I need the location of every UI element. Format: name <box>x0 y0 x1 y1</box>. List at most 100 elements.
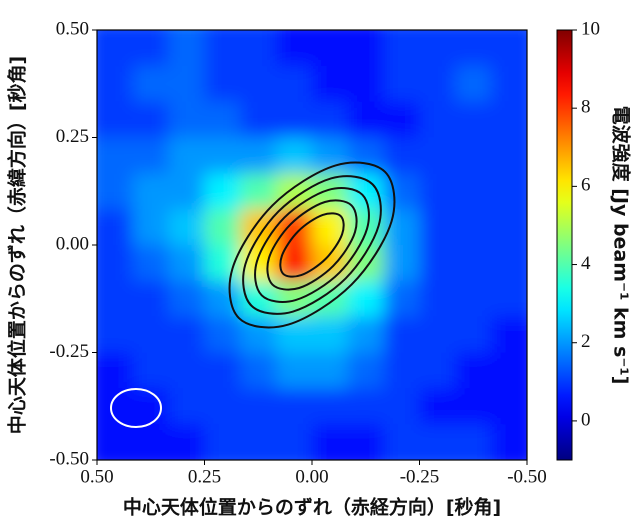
x-tick-label: 0.25 <box>188 466 221 487</box>
heat-cell <box>455 388 492 425</box>
colorbar-tick-label: 10 <box>581 18 600 39</box>
heat-cell <box>276 352 313 389</box>
colorbar-tick-label: 6 <box>581 175 591 196</box>
heat-cell <box>491 245 527 282</box>
heat-cell <box>204 209 241 246</box>
heat-cell <box>312 137 349 174</box>
heat-cell <box>491 280 527 318</box>
heat-cell <box>383 352 421 389</box>
heat-cell <box>491 424 527 460</box>
heat-cell <box>204 245 241 282</box>
x-tick-label: 0.00 <box>295 466 328 487</box>
heat-cell <box>455 280 492 318</box>
heat-cell <box>168 280 206 318</box>
heat-cell <box>383 245 421 282</box>
heat-cell <box>312 30 349 67</box>
heat-cell <box>97 209 134 246</box>
heat-cell <box>347 101 385 139</box>
heat-cell <box>491 137 527 174</box>
heat-cell <box>132 388 170 425</box>
heat-cell <box>491 352 527 389</box>
contour <box>254 187 370 303</box>
heat-cell <box>383 280 421 318</box>
heat-cell <box>312 209 349 246</box>
heat-cell <box>312 388 349 425</box>
contour <box>266 199 358 291</box>
heat-cell <box>383 30 421 67</box>
heat-cell <box>347 65 385 103</box>
x-tick-label: -0.25 <box>400 466 440 487</box>
heat-cell <box>240 424 277 460</box>
heat-cell <box>455 137 492 174</box>
heat-cell <box>132 280 170 318</box>
heat-cell <box>419 137 456 174</box>
colorbar <box>556 29 573 461</box>
heat-cell <box>347 30 385 67</box>
heat-cell <box>312 352 349 389</box>
heat-cell <box>347 316 385 354</box>
heat-cell <box>419 101 456 139</box>
colorbar-tick-label: 4 <box>581 253 591 274</box>
heat-cell <box>419 30 456 67</box>
heat-cell <box>455 209 492 246</box>
heat-cell <box>97 388 134 425</box>
x-tick-label: 0.50 <box>80 466 113 487</box>
heat-cell <box>383 65 421 103</box>
heat-cell <box>97 65 134 103</box>
contour <box>242 175 382 315</box>
heat-cell <box>97 101 134 139</box>
heat-cell <box>276 245 313 282</box>
heat-cell <box>204 65 241 103</box>
heat-cell <box>383 101 421 139</box>
heat-cell <box>383 137 421 174</box>
heat-cell <box>204 101 241 139</box>
heat-cell <box>204 352 241 389</box>
heat-cell <box>419 245 456 282</box>
heat-cell <box>240 352 277 389</box>
colorbar-tick-label: 2 <box>581 331 591 352</box>
heat-cell <box>132 209 170 246</box>
heat-cell <box>455 101 492 139</box>
heat-cell <box>276 65 313 103</box>
heat-cell <box>168 424 206 460</box>
heat-cell <box>97 352 134 389</box>
heat-cell <box>240 65 277 103</box>
colorbar-tick-label: 0 <box>581 409 591 430</box>
heat-cell <box>168 388 206 425</box>
heat-cell <box>491 316 527 354</box>
heat-cell <box>455 424 492 460</box>
beam <box>110 388 162 428</box>
heat-cell <box>347 352 385 389</box>
heat-cell <box>204 316 241 354</box>
heat-cell <box>419 65 456 103</box>
heat-cell <box>97 280 134 318</box>
heat-cell <box>276 101 313 139</box>
heat-cell <box>347 388 385 425</box>
heat-cell <box>419 316 456 354</box>
heat-cell <box>312 101 349 139</box>
heat-cell <box>168 65 206 103</box>
heat-cell <box>312 316 349 354</box>
heat-cell <box>168 245 206 282</box>
heat-cell <box>132 352 170 389</box>
heat-cell <box>455 352 492 389</box>
contour <box>279 212 345 278</box>
heat-cell <box>419 388 456 425</box>
heat-cell <box>491 65 527 103</box>
heat-cell <box>204 137 241 174</box>
heatmap <box>97 30 527 460</box>
heat-cell <box>240 173 277 210</box>
heat-cell <box>97 245 134 282</box>
heat-cell <box>97 424 134 460</box>
heat-cell <box>419 424 456 460</box>
heat-cell <box>455 65 492 103</box>
heat-cell <box>132 30 170 67</box>
heat-cell <box>347 280 385 318</box>
heat-cell <box>168 101 206 139</box>
heat-cell <box>312 245 349 282</box>
heat-cell <box>204 30 241 67</box>
heat-cell <box>97 137 134 174</box>
heat-cell <box>204 173 241 210</box>
heat-cell <box>491 209 527 246</box>
heat-cell <box>97 173 134 210</box>
